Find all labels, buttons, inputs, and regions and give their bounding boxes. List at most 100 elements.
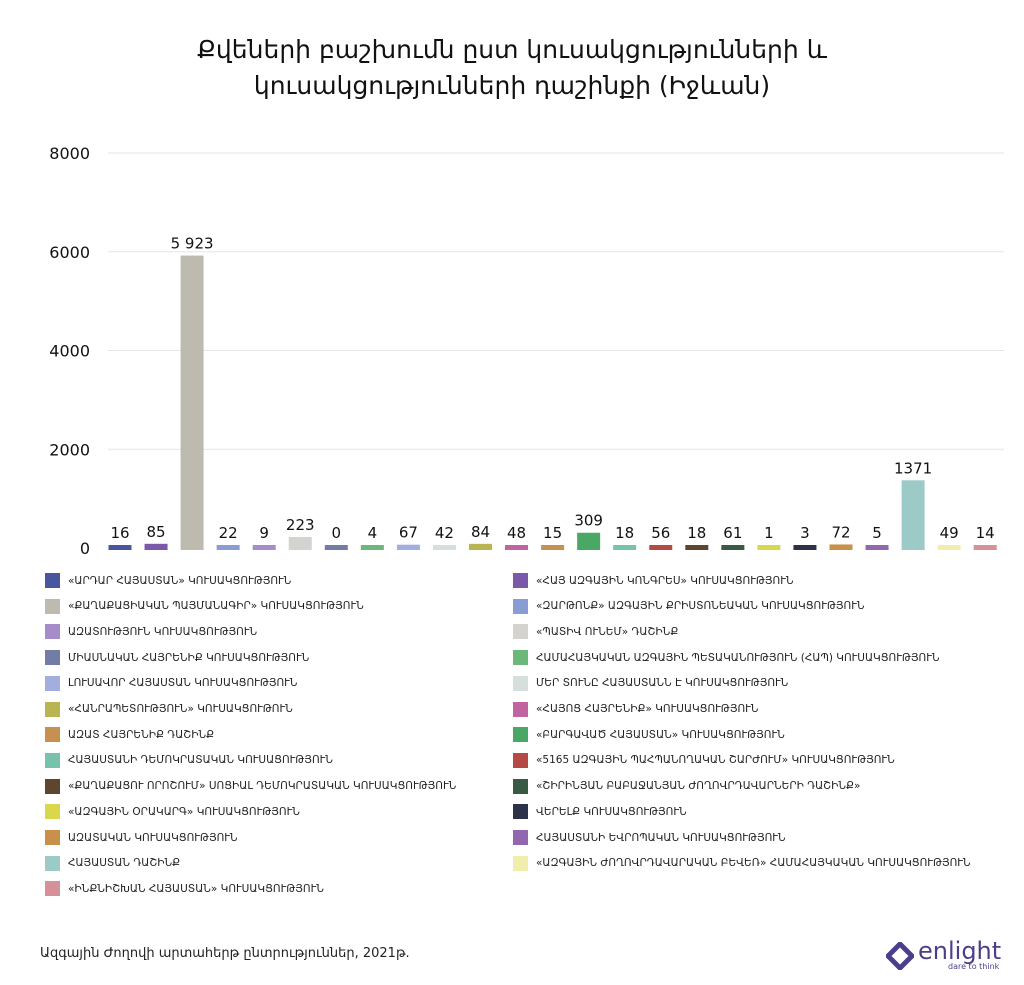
- legend-swatch: [513, 778, 528, 794]
- bar: [901, 480, 925, 550]
- legend-label: ԼՈՒՍԱՎՈՐ ՀԱՅԱՍՏԱՆ ԿՈՒՍԱԿՑՈՒԹՅՈՒՆ: [68, 677, 298, 690]
- data-label: 9: [259, 524, 269, 542]
- legend-item: ՎԵՐԵԼՔ ԿՈՒՍԱԿՑՈՒԹՅՈՒՆ: [513, 804, 687, 820]
- legend-item: «ՇԻՐԻՆՅԱՆ ԲԱԲԱՋԱՆՅԱՆ ԺՈՂՈՎՐԴԱՎԱՐՆԵՐԻ ԴԱՇ…: [513, 778, 861, 794]
- data-label: 4: [368, 524, 378, 542]
- legend-item: ՀԱՅԱՍՏԱՆԻ ԵՎՐՈՊԱԿԱՆ ԿՈՒՍԱԿՑՈՒԹՅՈՒՆ: [513, 830, 786, 845]
- legend-label: ԱԶԱՏՈՒԹՅՈՒՆ ԿՈՒՍԱԿՑՈՒԹՅՈՒՆ: [68, 625, 258, 638]
- bar: [865, 545, 889, 550]
- source-note: Ազգային Ժողովի արտահերթ ընտրություններ, …: [40, 946, 410, 961]
- data-label: 72: [831, 523, 850, 541]
- bar: [721, 544, 745, 550]
- legend-swatch: [45, 573, 60, 588]
- data-label: 309: [574, 512, 603, 530]
- legend-item: «ԱՐԴԱՐ ՀԱՅԱՍՏԱՆ» ԿՈՒՍԱԿՑՈՒԹՅՈՒՆ: [45, 573, 291, 588]
- legend-label: ՄԵՐ ՏՈՒՆԸ ՀԱՅԱՍՏԱՆՆ Է ԿՈՒՍԱԿՑՈՒԹՅՈՒՆ: [536, 677, 789, 690]
- data-label: 18: [615, 524, 634, 542]
- legend-label: «ԻՆՔՆԻՇԽԱՆ ՀԱՅԱՍՏԱՆ» ԿՈՒՍԱԿՑՈՒԹՅՈՒՆ: [68, 882, 324, 895]
- legend-item: «ԲԱՐԳԱՎԱԾ ՀԱՅԱՍՏԱՆ» ԿՈՒՍԱԿՑՈՒԹՅՈՒՆ: [513, 727, 785, 743]
- data-label: 56: [651, 524, 670, 542]
- legend-item: «ՔԱՂԱՔԱՑՈՒ ՈՐՈՇՈՒՄ» ՍՈՑԻԱԼ ԴԵՄՈԿՐԱՏԱԿԱՆ …: [45, 778, 456, 794]
- legend-item: «ՀԱՅՈՑ ՀԱՅՐԵՆԻՔ» ԿՈՒՍԱԿՑՈՒԹՅՈՒՆ: [513, 701, 759, 717]
- logo: enlight dare to think: [886, 939, 1001, 971]
- enlight-logo-icon: [886, 941, 914, 970]
- bar: [360, 545, 384, 550]
- legend-swatch: [513, 727, 528, 743]
- bar: [937, 545, 961, 550]
- bar: [505, 545, 529, 550]
- chart-title: Քվեների բաշխումն ըստ կուսակցությունների …: [197, 35, 827, 100]
- data-label: 61: [723, 524, 742, 542]
- legend-item: «ԱԶԳԱՅԻՆ ԺՈՂՈՎՐԴԱՎԱՐԱԿԱՆ ԲԵՎԵՌ» ՀԱՄԱՀԱՅԿ…: [513, 855, 971, 871]
- legend-item: «ՔԱՂԱՔԱՑԻԱԿԱՆ ՊԱՅՄԱՆԱԳԻՐ» ԿՈՒՍԱԿՑՈՒԹՅՈՒՆ: [45, 598, 364, 614]
- legend-swatch: [513, 855, 528, 871]
- legend-label: ՀԱՅԱՍՏԱՆԻ ԵՎՐՈՊԱԿԱՆ ԿՈՒՍԱԿՑՈՒԹՅՈՒՆ: [536, 831, 786, 844]
- data-label: 49: [940, 524, 959, 542]
- legend-item: «ՊԱՏԻՎ ՈՒՆԵՄ» ԴԱՇԻՆՔ: [513, 624, 678, 640]
- bar: [757, 545, 781, 550]
- legend-label: «ՀԱՅ ԱԶԳԱՅԻՆ ԿՈՆԳՐԵՍ» ԿՈՒՍԱԿՑՈՒԹՅՈՒՆ: [536, 574, 794, 587]
- legend-label: ԱԶԱՏԱԿԱՆ ԿՈՒՍԱԿՑՈՒԹՅՈՒՆ: [68, 831, 238, 844]
- legend-item: ՄԵՐ ՏՈՒՆԸ ՀԱՅԱՍՏԱՆՆ Է ԿՈՒՍԱԿՑՈՒԹՅՈՒՆ: [513, 675, 789, 691]
- bar: [324, 545, 348, 550]
- legend-label: ԱԶԱՏ ՀԱՅՐԵՆԻՔ ԴԱՇԻՆՔ: [68, 728, 215, 741]
- legend-swatch: [513, 804, 528, 820]
- bar: [252, 545, 276, 550]
- legend-item: «5165 ԱԶԳԱՅԻՆ ՊԱՀՊԱՆՈՂԱԿԱՆ ՇԱՐԺՈՒՄ» ԿՈՒՍ…: [513, 752, 895, 768]
- legend-swatch: [45, 701, 60, 717]
- legend-item: «ԶԱՐԹՈՆՔ» ԱԶԳԱՅԻՆ ՔՐԻՍՏՈՆԵԱԿԱՆ ԿՈՒՍԱԿՑՈՒ…: [513, 598, 865, 614]
- legend-label: «ՇԻՐԻՆՅԱՆ ԲԱԲԱՋԱՆՅԱՆ ԺՈՂՈՎՐԴԱՎԱՐՆԵՐԻ ԴԱՇ…: [536, 780, 861, 793]
- bar: [973, 545, 997, 550]
- bar-chart: 0 2000 4000 6000 8000 16 85 5 923 22 9 223 0 4 67 42 84…: [49, 144, 1004, 558]
- legend-swatch: [45, 830, 60, 845]
- data-label: 5: [872, 524, 882, 542]
- bar: [685, 545, 709, 550]
- bar: [577, 532, 601, 550]
- legend-item: «ԱԶԳԱՅԻՆ ՕՐԱԿԱՐԳ» ԿՈՒՍԱԿՑՈՒԹՅՈՒՆ: [45, 804, 300, 820]
- data-label: 3: [800, 524, 810, 542]
- legend-item: ԱԶԱՏԱԿԱՆ ԿՈՒՍԱԿՑՈՒԹՅՈՒՆ: [45, 830, 238, 845]
- legend-swatch: [513, 830, 528, 845]
- bar: [829, 544, 853, 550]
- legend-label: «ՔԱՂԱՔԱՑԻԱԿԱՆ ՊԱՅՄԱՆԱԳԻՐ» ԿՈՒՍԱԿՑՈՒԹՅՈՒՆ: [68, 600, 364, 613]
- data-label: 85: [147, 523, 166, 541]
- legend-swatch: [45, 778, 60, 794]
- legend-swatch: [513, 573, 528, 588]
- legend-item: ՄԻԱՍՆԱԿԱՆ ՀԱՅՐԵՆԻՔ ԿՈՒՍԱԿՑՈՒԹՅՈՒՆ: [45, 650, 309, 666]
- legend-swatch: [45, 624, 60, 640]
- legend-item: ԱԶԱՏՈՒԹՅՈՒՆ ԿՈՒՍԱԿՑՈՒԹՅՈՒՆ: [45, 624, 258, 640]
- y-tick-label: 4000: [49, 342, 90, 361]
- legend-swatch: [45, 804, 60, 820]
- legend-swatch: [45, 752, 60, 768]
- bar: [216, 545, 240, 550]
- legend-label: ՀԱՅԱՍՏԱՆԻ ԴԵՄՈԿՐԱՏԱԿԱՆ ԿՈՒՍԱՑՈՒԹՅՈՒՆ: [68, 754, 333, 767]
- bar: [541, 545, 565, 550]
- data-label: 18: [687, 524, 706, 542]
- bar: [108, 545, 132, 550]
- data-label: 15: [543, 524, 562, 542]
- legend-label: «5165 ԱԶԳԱՅԻՆ ՊԱՀՊԱՆՈՂԱԿԱՆ ՇԱՐԺՈՒՄ» ԿՈՒՍ…: [536, 754, 895, 767]
- legend-swatch: [513, 701, 528, 717]
- bar: [613, 545, 637, 550]
- legend-label: «ԱՐԴԱՐ ՀԱՅԱՍՏԱՆ» ԿՈՒՍԱԿՑՈՒԹՅՈՒՆ: [68, 574, 292, 587]
- legend-swatch: [45, 855, 60, 871]
- legend-item: ՀԱՄԱՀԱՅԿԱԿԱՆ ԱԶԳԱՅԻՆ ՊԵՏԱԿԱՆՈՒԹՅՈՒՆ (ՀԱՊ…: [513, 650, 940, 666]
- bar: [649, 545, 673, 550]
- legend-swatch: [45, 727, 60, 743]
- legend-label: «ԲԱՐԳԱՎԱԾ ՀԱՅԱՍՏԱՆ» ԿՈՒՍԱԿՑՈՒԹՅՈՒՆ: [536, 728, 785, 741]
- legend-item: ՀԱՅԱՍՏԱՆ ԴԱՇԻՆՔ: [45, 855, 180, 871]
- bar: [469, 543, 492, 550]
- legend-item: «ՀԱՆՐԱՊԵՏՈՒԹՅՈՒՆ» ԿՈՒՍԱԿՑՈՒԹՈՒՆ: [45, 701, 293, 717]
- legend-item: «ԻՆՔՆԻՇԽԱՆ ՀԱՅԱՍՏԱՆ» ԿՈՒՍԱԿՑՈՒԹՅՈՒՆ: [45, 881, 324, 897]
- bar: [793, 545, 817, 550]
- bar: [396, 544, 420, 550]
- legend-label: ՎԵՐԵԼՔ ԿՈՒՍԱԿՑՈՒԹՅՈՒՆ: [536, 805, 687, 818]
- legend-label: «ԱԶԳԱՅԻՆ ԺՈՂՈՎՐԴԱՎԱՐԱԿԱՆ ԲԵՎԵՌ» ՀԱՄԱՀԱՅԿ…: [536, 857, 971, 870]
- legend-label: «ՀԱՅՈՑ ՀԱՅՐԵՆԻՔ» ԿՈՒՍԱԿՑՈՒԹՅՈՒՆ: [536, 703, 759, 715]
- legend-label: «ԶԱՐԹՈՆՔ» ԱԶԳԱՅԻՆ ՔՐԻՍՏՈՆԵԱԿԱՆ ԿՈՒՍԱԿՑՈՒ…: [536, 600, 865, 613]
- data-label: 1: [764, 524, 774, 542]
- legend-swatch: [513, 650, 528, 666]
- legend-label: ՀԱՄԱՀԱՅԿԱԿԱՆ ԱԶԳԱՅԻՆ ՊԵՏԱԿԱՆՈՒԹՅՈՒՆ (ՀԱՊ…: [536, 651, 940, 664]
- bar: [144, 543, 168, 550]
- legend-swatch: [45, 881, 60, 897]
